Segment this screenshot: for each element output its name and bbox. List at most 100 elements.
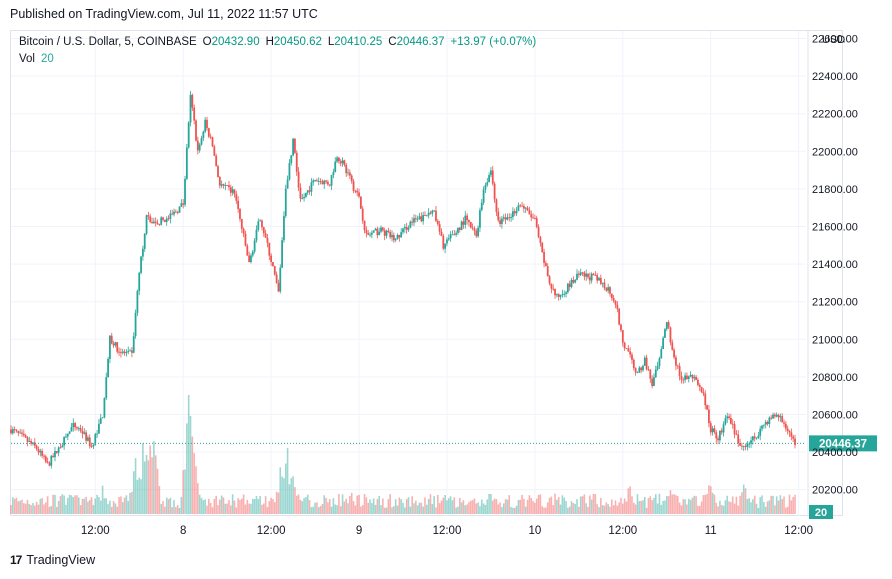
volume-bar [502, 503, 505, 514]
volume-bar [299, 499, 302, 514]
candle [239, 207, 241, 222]
volume-bar [640, 500, 642, 514]
volume-bar [134, 458, 137, 514]
candle [275, 271, 278, 284]
candle [781, 413, 784, 423]
volume-bar [557, 497, 560, 514]
volume-bar [149, 445, 152, 514]
volume-bar [726, 495, 729, 514]
volume-bar [301, 501, 304, 514]
candle [565, 290, 567, 298]
volume-bar [539, 494, 542, 514]
volume-bar [493, 498, 496, 514]
x-tick-label: 9 [356, 525, 362, 537]
candle [697, 377, 699, 387]
candle [513, 208, 516, 217]
volume-bar [471, 500, 474, 514]
volume-bar [235, 507, 238, 514]
candle [773, 412, 776, 419]
candle [400, 228, 403, 238]
volume-bar [420, 502, 423, 514]
volume-bar [30, 505, 32, 514]
candle [502, 214, 505, 222]
candle [255, 225, 258, 243]
volume-bar [491, 500, 494, 514]
candle [319, 178, 322, 185]
volume-bar [23, 503, 25, 514]
volume-bar [600, 497, 602, 514]
candle [251, 249, 254, 258]
volume-bar [385, 507, 388, 514]
volume-bar [755, 503, 758, 514]
volume-bar [673, 494, 675, 514]
volume-bar [488, 493, 490, 514]
candle [325, 179, 327, 184]
last-price-label: 20446.37 [819, 438, 867, 450]
candle [570, 277, 573, 289]
candle [158, 223, 161, 226]
candle [220, 180, 223, 188]
volume-bar [598, 507, 600, 514]
candle [724, 414, 727, 426]
candle [510, 213, 512, 222]
candle [528, 206, 531, 215]
volume-bar [123, 497, 126, 514]
volume-bar [273, 502, 276, 514]
volume-bar [72, 496, 75, 514]
candle [134, 309, 137, 339]
volume-bar [358, 494, 360, 514]
volume-bar [105, 498, 108, 514]
candle [392, 232, 395, 243]
volume-bar [294, 487, 296, 514]
volume-bar [693, 495, 696, 514]
volume-bar [517, 499, 520, 514]
volume-bar [13, 498, 16, 514]
volume-bar [323, 495, 326, 514]
candle [466, 213, 469, 225]
candle [110, 332, 113, 345]
candle [486, 177, 489, 187]
volume-bar [209, 502, 212, 514]
volume-bar [766, 501, 769, 514]
candle [213, 144, 216, 157]
candle [81, 426, 84, 439]
volume-bar [495, 499, 498, 514]
candle [517, 202, 520, 212]
volume-bar [394, 499, 397, 514]
volume-bar [638, 501, 641, 514]
volume-bar [735, 496, 738, 514]
volume-bar [545, 507, 547, 514]
candle [418, 212, 421, 220]
volume-bar [616, 505, 619, 514]
candle [356, 188, 359, 197]
candle [308, 185, 311, 195]
y-tick-label: 21000.00 [812, 334, 858, 346]
volume-bar [775, 496, 778, 514]
volume-bar [151, 457, 153, 514]
candle [711, 425, 714, 436]
volume-bar [642, 500, 644, 514]
candle [328, 184, 331, 187]
volume-bar [281, 476, 283, 514]
volume-bar [742, 484, 745, 514]
volume-bar [270, 497, 272, 514]
candle [788, 429, 791, 438]
volume-bar [328, 499, 331, 514]
candle [129, 348, 131, 352]
candle [471, 223, 474, 231]
candle [92, 443, 95, 449]
volume-bar [160, 503, 163, 514]
candle [775, 412, 778, 418]
volume-bar [607, 504, 609, 514]
volume-bar [649, 496, 652, 514]
last-volume-badge [809, 505, 833, 519]
candle [41, 448, 44, 459]
candle [497, 207, 500, 223]
candle [715, 429, 718, 443]
tradingview-brand[interactable]: 17 TradingView [10, 553, 95, 567]
candle [733, 421, 736, 439]
volume-bar [156, 468, 159, 514]
candle [160, 216, 163, 226]
volume-bar [686, 504, 688, 514]
